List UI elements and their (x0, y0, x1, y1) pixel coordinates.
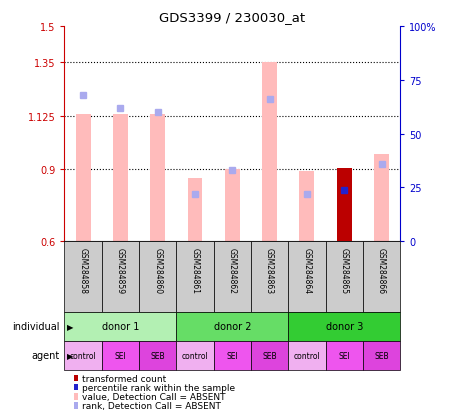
Bar (101, 242, 139, 312)
Bar (101, 341, 139, 370)
Text: ▶: ▶ (67, 351, 73, 360)
Bar (288, 341, 325, 370)
Text: control: control (69, 351, 96, 360)
Text: donor 3: donor 3 (325, 321, 362, 331)
Bar (64, 242, 101, 312)
Text: SEI: SEI (338, 351, 349, 360)
Bar (150, 115, 165, 242)
Bar (224, 170, 239, 242)
Text: ▶: ▶ (67, 322, 73, 331)
Bar (176, 312, 288, 341)
Text: value, Detection Call = ABSENT: value, Detection Call = ABSENT (82, 392, 225, 401)
Bar (251, 341, 288, 370)
Bar (325, 242, 362, 312)
Bar (112, 115, 128, 242)
Text: GSM284864: GSM284864 (302, 247, 311, 293)
Bar (176, 341, 213, 370)
Text: GSM284859: GSM284859 (116, 247, 124, 293)
Text: GSM284861: GSM284861 (190, 247, 199, 293)
Text: GSM284860: GSM284860 (153, 247, 162, 293)
Bar (373, 154, 388, 242)
Text: SEB: SEB (150, 351, 165, 360)
Text: GSM284862: GSM284862 (227, 247, 236, 293)
Bar (213, 341, 251, 370)
Bar (139, 341, 176, 370)
Bar (325, 341, 362, 370)
Bar (251, 242, 288, 312)
Text: individual: individual (12, 321, 60, 331)
Text: control: control (293, 351, 319, 360)
Bar (362, 341, 399, 370)
Text: SEI: SEI (114, 351, 126, 360)
Text: donor 2: donor 2 (213, 321, 251, 331)
Bar (336, 169, 351, 242)
Bar (362, 242, 399, 312)
Bar (75, 115, 90, 242)
Text: SEI: SEI (226, 351, 238, 360)
Bar (288, 242, 325, 312)
Text: GSM284863: GSM284863 (264, 247, 274, 293)
Bar (187, 178, 202, 242)
Bar (299, 171, 313, 242)
Text: transformed count: transformed count (82, 374, 166, 383)
Title: GDS3399 / 230030_at: GDS3399 / 230030_at (159, 11, 305, 24)
Text: donor 1: donor 1 (101, 321, 139, 331)
Bar (262, 63, 276, 242)
Text: GSM284866: GSM284866 (376, 247, 385, 293)
Bar (139, 242, 176, 312)
Bar (288, 312, 399, 341)
Text: agent: agent (32, 350, 60, 360)
Bar (64, 312, 176, 341)
Text: control: control (181, 351, 208, 360)
Bar (336, 169, 351, 242)
Text: rank, Detection Call = ABSENT: rank, Detection Call = ABSENT (82, 401, 221, 410)
Bar (176, 242, 213, 312)
Bar (213, 242, 251, 312)
Text: GSM284865: GSM284865 (339, 247, 348, 293)
Text: SEB: SEB (374, 351, 388, 360)
Text: SEB: SEB (262, 351, 276, 360)
Text: GSM284858: GSM284858 (78, 247, 87, 293)
Text: percentile rank within the sample: percentile rank within the sample (82, 383, 235, 392)
Bar (64, 341, 101, 370)
